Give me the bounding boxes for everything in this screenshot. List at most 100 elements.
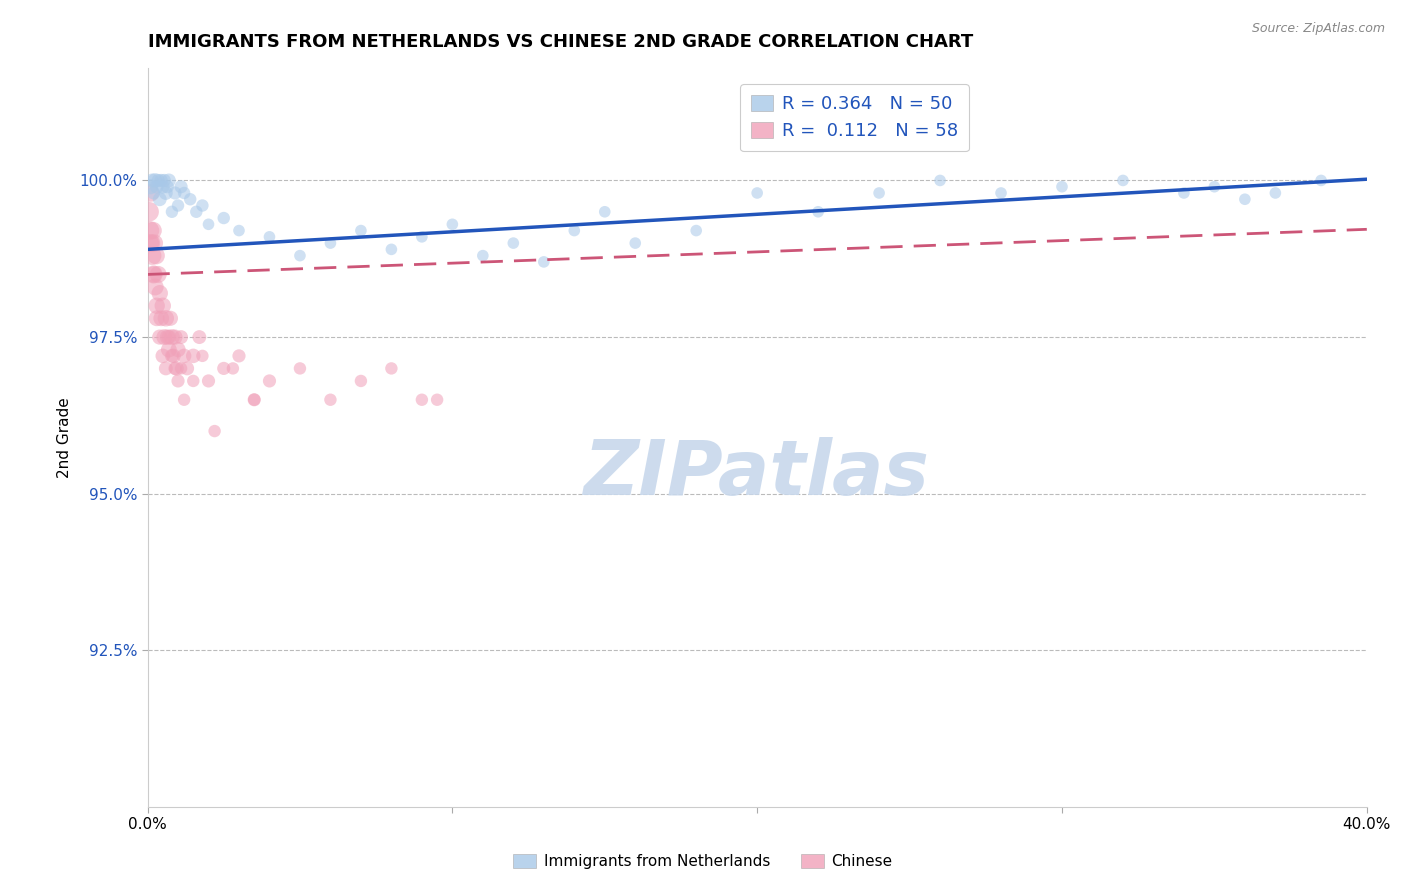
Point — [228, 349, 250, 363]
Point — [191, 198, 214, 212]
Point — [142, 223, 165, 237]
Point — [288, 249, 311, 263]
Point — [868, 186, 890, 200]
Point — [149, 192, 172, 206]
Point — [170, 361, 193, 376]
Point — [167, 343, 190, 357]
Point — [471, 249, 494, 263]
Point — [163, 361, 186, 376]
Point — [155, 361, 177, 376]
Point — [155, 311, 177, 326]
Point — [181, 349, 204, 363]
Point — [163, 186, 186, 200]
Point — [186, 204, 208, 219]
Point — [160, 349, 183, 363]
Point — [1050, 179, 1073, 194]
Point — [156, 179, 179, 194]
Point — [1310, 173, 1333, 187]
Point — [380, 243, 402, 257]
Point — [142, 268, 165, 282]
Point — [204, 424, 226, 438]
Point — [173, 186, 195, 200]
Point — [141, 249, 163, 263]
Point — [149, 330, 172, 344]
Point — [173, 349, 195, 363]
Point — [228, 223, 250, 237]
Point — [319, 236, 342, 251]
Point — [170, 330, 193, 344]
Point — [259, 230, 281, 244]
Point — [156, 330, 179, 344]
Point — [139, 179, 162, 194]
Point — [533, 255, 555, 269]
Point — [411, 392, 433, 407]
Point — [145, 249, 167, 263]
Text: Source: ZipAtlas.com: Source: ZipAtlas.com — [1251, 22, 1385, 36]
Point — [380, 361, 402, 376]
Point — [139, 236, 162, 251]
Point — [167, 198, 190, 212]
Point — [411, 230, 433, 244]
Text: IMMIGRANTS FROM NETHERLANDS VS CHINESE 2ND GRADE CORRELATION CHART: IMMIGRANTS FROM NETHERLANDS VS CHINESE 2… — [148, 33, 973, 51]
Point — [593, 204, 616, 219]
Point — [929, 173, 952, 187]
Point — [152, 179, 174, 194]
Legend: Immigrants from Netherlands, Chinese: Immigrants from Netherlands, Chinese — [508, 848, 898, 875]
Point — [160, 204, 183, 219]
Point — [157, 173, 180, 187]
Point — [141, 173, 163, 187]
Point — [350, 374, 373, 388]
Point — [153, 330, 176, 344]
Point — [181, 374, 204, 388]
Point — [426, 392, 449, 407]
Point — [148, 173, 170, 187]
Point — [173, 392, 195, 407]
Point — [179, 192, 201, 206]
Point — [143, 236, 166, 251]
Point — [1173, 186, 1195, 200]
Point — [562, 223, 585, 237]
Point — [243, 392, 266, 407]
Point — [1204, 179, 1226, 194]
Point — [441, 217, 464, 231]
Point — [1264, 186, 1286, 200]
Point — [212, 361, 235, 376]
Point — [143, 173, 166, 187]
Point — [212, 211, 235, 225]
Point — [188, 330, 211, 344]
Point — [142, 186, 165, 200]
Point — [139, 223, 162, 237]
Point — [155, 186, 177, 200]
Point — [502, 236, 524, 251]
Point — [197, 217, 219, 231]
Point — [288, 361, 311, 376]
Point — [157, 343, 180, 357]
Point — [149, 286, 172, 301]
Point — [150, 173, 173, 187]
Point — [176, 361, 198, 376]
Point — [685, 223, 707, 237]
Point — [139, 186, 162, 200]
Point — [167, 374, 190, 388]
Point — [1112, 173, 1135, 187]
Point — [152, 299, 174, 313]
Point — [152, 349, 174, 363]
Text: ZIPatlas: ZIPatlas — [583, 437, 931, 511]
Point — [222, 361, 245, 376]
Point — [163, 330, 186, 344]
Point — [624, 236, 647, 251]
Legend: R = 0.364   N = 50, R =  0.112   N = 58: R = 0.364 N = 50, R = 0.112 N = 58 — [741, 84, 969, 152]
Point — [166, 361, 188, 376]
Point — [319, 392, 342, 407]
Point — [157, 330, 180, 344]
Point — [150, 311, 173, 326]
Point — [148, 268, 170, 282]
Point — [191, 349, 214, 363]
Point — [138, 204, 160, 219]
Point — [807, 204, 830, 219]
Y-axis label: 2nd Grade: 2nd Grade — [58, 397, 72, 478]
Point — [159, 311, 181, 326]
Point — [747, 186, 769, 200]
Point — [141, 236, 163, 251]
Point — [990, 186, 1012, 200]
